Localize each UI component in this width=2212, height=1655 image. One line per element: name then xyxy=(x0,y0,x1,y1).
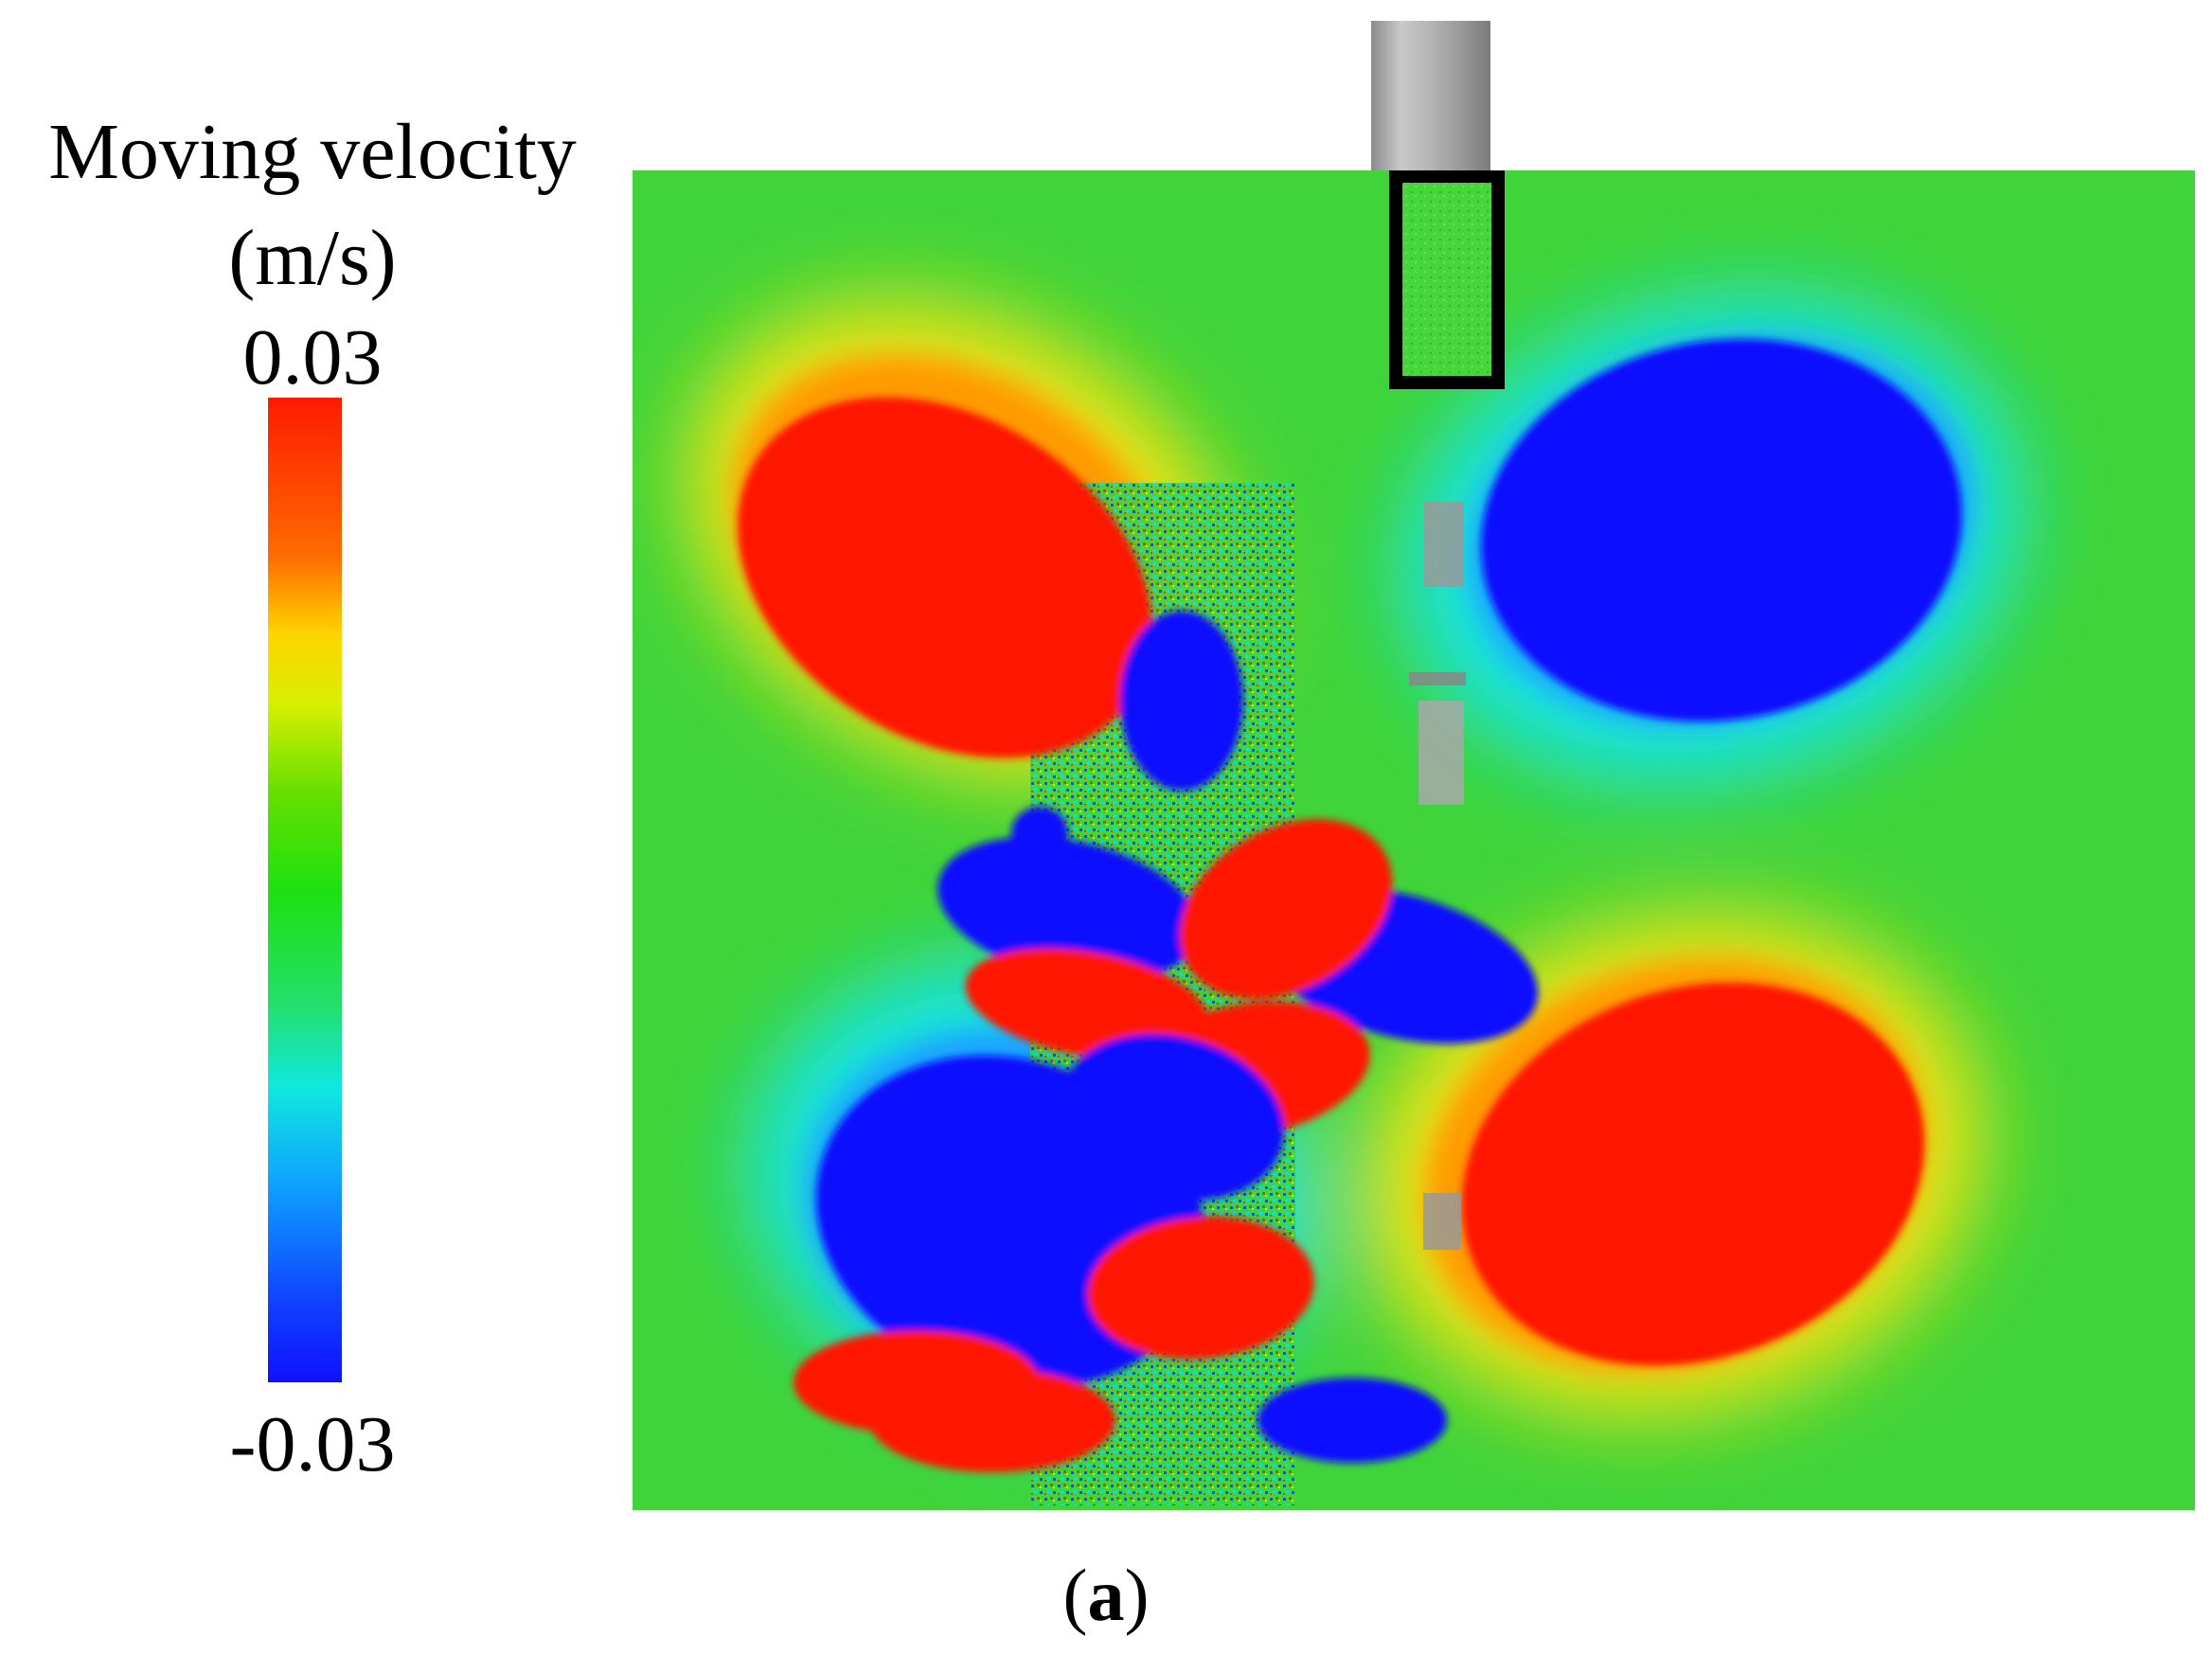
velocity-lobes xyxy=(738,339,1962,1472)
colorbar-title: Moving velocity (m/s) xyxy=(0,99,625,311)
colorbar xyxy=(268,398,342,1382)
caption-letter: a xyxy=(1087,1554,1125,1636)
caption-open: ( xyxy=(1062,1554,1088,1636)
colorbar-min-label: -0.03 xyxy=(229,1400,396,1488)
figure-caption: (a) xyxy=(0,1553,2212,1638)
velocity-field xyxy=(633,170,2195,1510)
colorbar-title-line1: Moving velocity xyxy=(48,108,577,196)
caption-close: ) xyxy=(1124,1554,1150,1636)
highlight-box xyxy=(1389,170,1505,389)
colorbar-max-label: 0.03 xyxy=(242,313,383,401)
shaft-internal xyxy=(1409,502,1466,1250)
impeller-shaft xyxy=(1371,21,1490,172)
colorbar-title-line2: (m/s) xyxy=(228,214,397,302)
